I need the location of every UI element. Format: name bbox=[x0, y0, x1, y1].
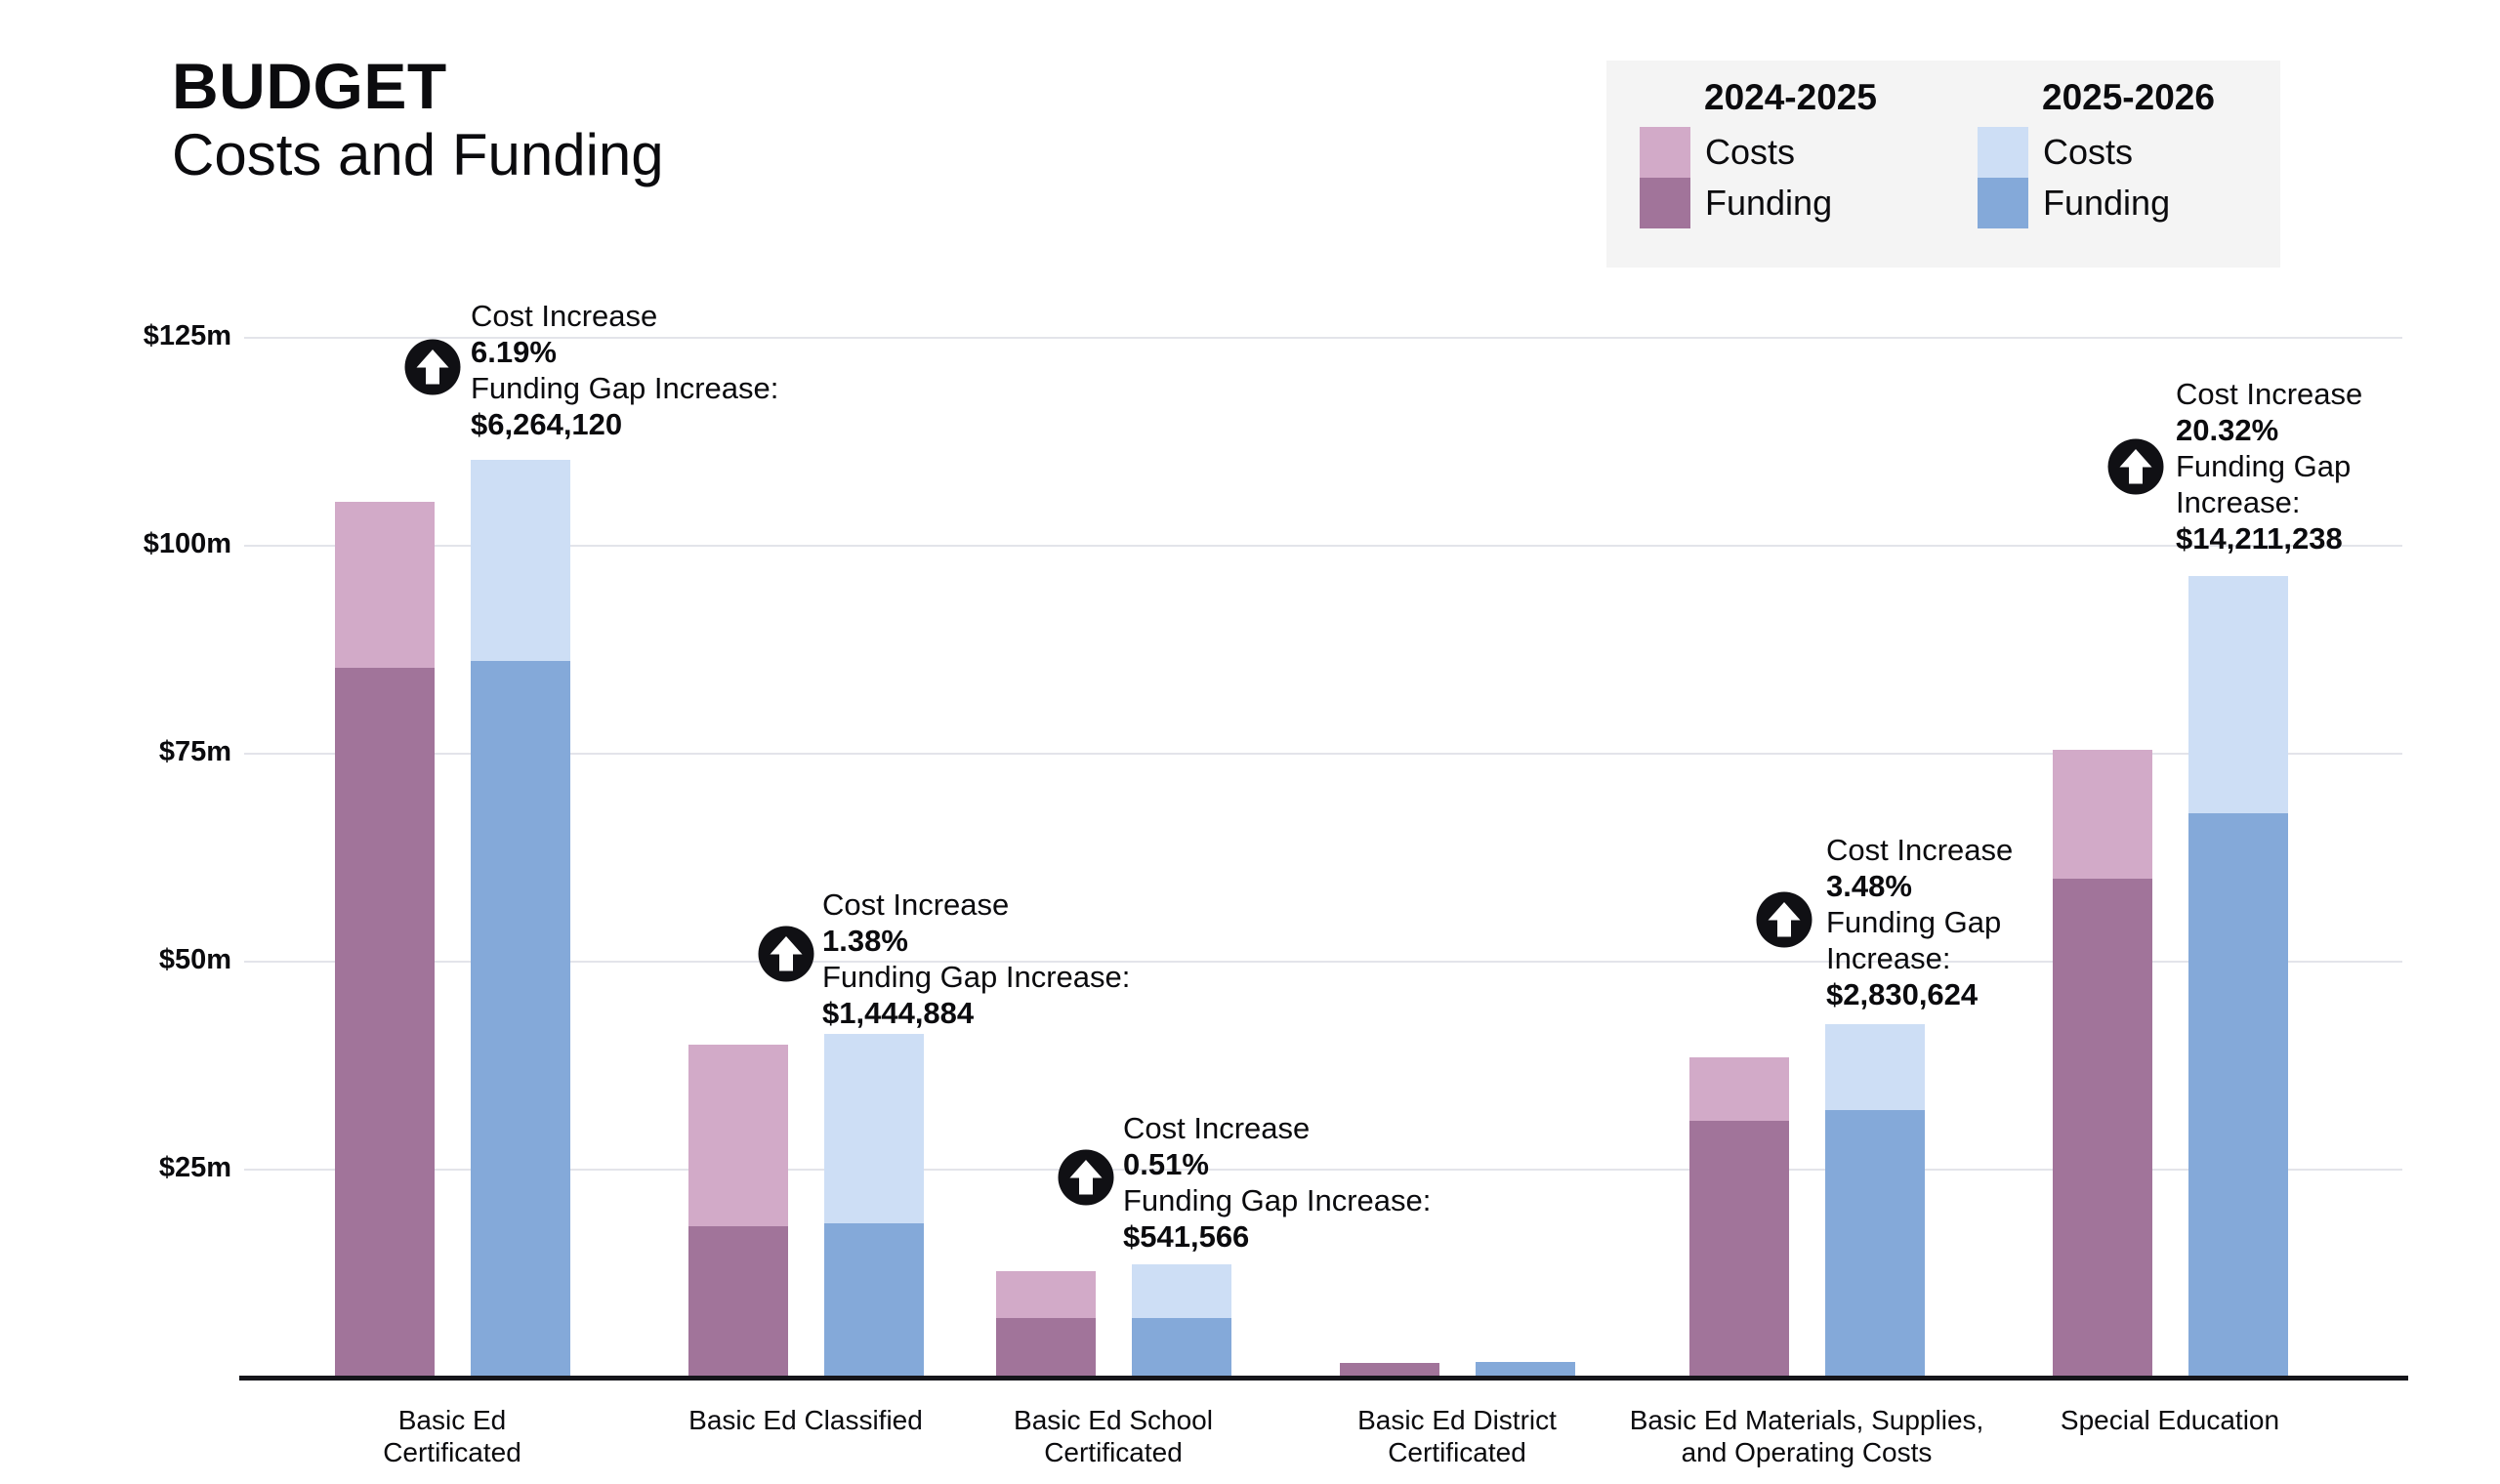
bar-special-education-2024-2025-funding bbox=[2052, 878, 2152, 1378]
x-axis-label-basic-ed-materials-supplies-and-operating-costs: Basic Ed Materials, Supplies, and Operati… bbox=[1582, 1404, 2031, 1468]
bar-special-education-2025-2026-funding bbox=[2188, 813, 2288, 1378]
annotation-text: Cost Increase 6.19% Funding Gap Increase: $… bbox=[471, 298, 778, 442]
annotation-text: Cost Increase 3.48% Funding Gap Increase: $2… bbox=[1826, 832, 2013, 1012]
bar-basic-ed-classified-2024-2025-funding bbox=[688, 1225, 788, 1378]
bar-basic-ed-district-certificated-2025-2026-funding bbox=[1475, 1362, 1575, 1378]
x-axis-label-basic-ed-school-certificated: Basic Ed School Certificated bbox=[889, 1404, 1338, 1468]
x-axis-label-line: Basic Ed bbox=[397, 1405, 507, 1435]
x-axis-label-line: and Operating Costs bbox=[1681, 1437, 1933, 1467]
bar-basic-ed-district-certificated-2024-2025-funding bbox=[1339, 1362, 1439, 1378]
annotation-text: Cost Increase 1.38% Funding Gap Increase: $… bbox=[822, 886, 1130, 1031]
x-axis-label-special-education: Special Education bbox=[1945, 1404, 2395, 1436]
x-axis-label-line: Certificated bbox=[383, 1437, 521, 1467]
bar-basic-ed-certificated-2025-2026-funding bbox=[470, 660, 570, 1378]
legend-item-funding-2024: Funding bbox=[1640, 178, 1923, 228]
annotation-line: Funding Gap bbox=[1826, 905, 2002, 939]
annotation-line: Funding Gap bbox=[2176, 449, 2352, 483]
legend-item-costs-2024: Costs bbox=[1640, 127, 1923, 178]
funding-2025-swatch bbox=[1978, 178, 2028, 228]
page-title: BUDGET bbox=[172, 50, 447, 122]
y-axis-tick-label: $100m bbox=[143, 528, 231, 559]
legend: 2024-2025 Costs Funding 2025-2026 Costs … bbox=[1606, 61, 2280, 268]
gridline bbox=[244, 753, 2402, 755]
legend-year-2025-2026: 2025-2026 bbox=[2042, 77, 2215, 117]
y-axis-tick-label: $125m bbox=[143, 320, 231, 351]
legend-item-funding-2025: Funding bbox=[1978, 178, 2261, 228]
bar-basic-ed-classified-2025-2026-funding bbox=[823, 1222, 924, 1378]
gridline bbox=[244, 1169, 2402, 1171]
bar-basic-ed-certificated-2024-2025-funding bbox=[334, 668, 435, 1378]
annotation-line: 20.32% bbox=[2176, 413, 2279, 447]
costs-2024-swatch bbox=[1640, 127, 1690, 178]
annotation-line: Increase: bbox=[2176, 485, 2301, 519]
annotation-line: Funding Gap Increase: bbox=[471, 371, 779, 405]
arrow-up-circle-icon bbox=[2107, 438, 2164, 495]
legend-year-2024-2025: 2024-2025 bbox=[1704, 77, 1877, 117]
annotation-line: $541,566 bbox=[1123, 1219, 1250, 1254]
x-axis-label-line: Certificated bbox=[1044, 1437, 1183, 1467]
x-axis-label-line: Basic Ed Classified bbox=[688, 1405, 923, 1435]
annotation-line: Cost Increase bbox=[1826, 833, 2014, 867]
page-subtitle: Costs and Funding bbox=[172, 122, 664, 187]
title-block: BUDGET Costs and Funding bbox=[172, 51, 664, 189]
funding-2024-swatch bbox=[1640, 178, 1690, 228]
annotation-line: Funding Gap Increase: bbox=[822, 960, 1131, 994]
legend-item-label: Funding bbox=[1705, 183, 1833, 223]
y-axis-tick-label: $75m bbox=[158, 736, 231, 767]
costs-2025-swatch bbox=[1978, 127, 2028, 178]
annotation-line: Funding Gap Increase: bbox=[1123, 1183, 1432, 1217]
annotation-line: Cost Increase bbox=[471, 299, 658, 333]
x-axis-label-line: Basic Ed Materials, Supplies, bbox=[1629, 1405, 1984, 1435]
x-axis-label-basic-ed-district-certificated: Basic Ed District Certificated bbox=[1232, 1404, 1682, 1468]
x-axis-label-line: Basic Ed School bbox=[1014, 1405, 1213, 1435]
annotation-line: Cost Increase bbox=[1123, 1111, 1311, 1145]
legend-item-label: Funding bbox=[2043, 183, 2171, 223]
bar-basic-ed-school-certificated-2025-2026-funding bbox=[1131, 1317, 1231, 1378]
annotation-text: Cost Increase 0.51% Funding Gap Increase: $… bbox=[1123, 1110, 1431, 1255]
annotation-text: Cost Increase 20.32% Funding Gap Increase: $… bbox=[2176, 376, 2362, 556]
y-axis-tick-label: $25m bbox=[158, 1152, 231, 1183]
arrow-up-circle-icon bbox=[758, 926, 814, 982]
gridline bbox=[244, 961, 2402, 963]
bar-basic-ed-materials-supplies-and-operating-costs-2025-2026-funding bbox=[1824, 1109, 1925, 1378]
annotation-line: $1,444,884 bbox=[822, 996, 975, 1030]
annotation-line: $14,211,238 bbox=[2176, 521, 2343, 556]
gridline bbox=[244, 545, 2402, 547]
gridline bbox=[244, 337, 2402, 339]
x-axis-label-line: Basic Ed District bbox=[1357, 1405, 1557, 1435]
x-axis-label-basic-ed-classified: Basic Ed Classified bbox=[581, 1404, 1030, 1436]
legend-item-costs-2025: Costs bbox=[1978, 127, 2261, 178]
arrow-up-circle-icon bbox=[1058, 1149, 1114, 1206]
legend-item-label: Costs bbox=[1705, 132, 1796, 172]
arrow-up-circle-icon bbox=[404, 339, 461, 395]
x-axis-label-line: Special Education bbox=[2060, 1405, 2280, 1435]
annotation-line: Cost Increase bbox=[2176, 377, 2363, 411]
legend-item-label: Costs bbox=[2043, 132, 2134, 172]
annotation-line: 3.48% bbox=[1826, 869, 1912, 903]
bar-basic-ed-materials-supplies-and-operating-costs-2024-2025-funding bbox=[1688, 1120, 1789, 1378]
legend-group-2024-2025: 2024-2025 Costs Funding bbox=[1640, 74, 1923, 268]
x-axis-line bbox=[239, 1376, 2408, 1381]
annotation-line: Cost Increase bbox=[822, 887, 1010, 922]
annotation-line: 1.38% bbox=[822, 924, 908, 958]
annotation-line: 0.51% bbox=[1123, 1147, 1209, 1181]
bar-basic-ed-school-certificated-2024-2025-funding bbox=[995, 1317, 1096, 1378]
annotation-line: $6,264,120 bbox=[471, 407, 623, 441]
x-axis-label-line: Certificated bbox=[1388, 1437, 1526, 1467]
annotation-line: 6.19% bbox=[471, 335, 557, 369]
annotation-line: Increase: bbox=[1826, 941, 1951, 975]
legend-group-2025-2026: 2025-2026 Costs Funding bbox=[1978, 74, 2261, 268]
x-axis-label-basic-ed-certificated: Basic Ed Certificated bbox=[228, 1404, 677, 1468]
annotation-line: $2,830,624 bbox=[1826, 977, 1979, 1011]
y-axis-tick-label: $50m bbox=[158, 944, 231, 975]
arrow-up-circle-icon bbox=[1756, 891, 1812, 948]
